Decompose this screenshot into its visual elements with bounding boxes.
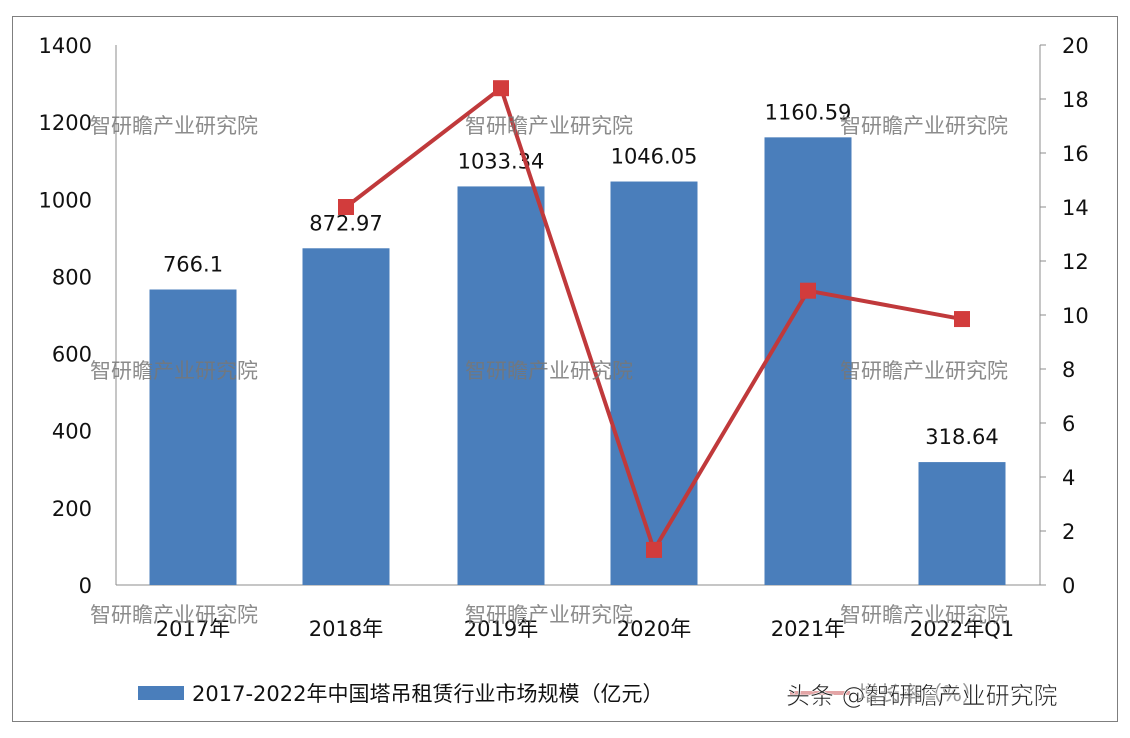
bar-value-label: 1160.59 — [765, 100, 852, 124]
x-axis-category-label: 2021年 — [771, 617, 845, 641]
right-axis-tick: 8 — [1062, 358, 1075, 382]
left-axis-tick: 0 — [79, 574, 92, 598]
footer-watermark-bg — [780, 676, 1115, 712]
bar — [457, 186, 545, 585]
right-axis-tick: 0 — [1062, 574, 1075, 598]
left-axis-tick: 400 — [52, 420, 92, 444]
left-axis-tick: 800 — [52, 265, 92, 289]
left-axis-tick: 1000 — [39, 188, 92, 212]
right-axis-tick: 18 — [1062, 88, 1089, 112]
footer-watermark: 头条 @智研瞻产业研究院 — [786, 682, 1058, 710]
bar — [764, 137, 852, 585]
left-axis-tick: 200 — [52, 497, 92, 521]
right-axis-tick: 10 — [1062, 304, 1089, 328]
watermark-text: 智研瞻产业研究院 — [840, 603, 1008, 627]
x-axis-category-label: 2020年 — [617, 617, 691, 641]
bar-value-label: 1033.34 — [458, 149, 545, 173]
watermark-text: 智研瞻产业研究院 — [465, 359, 633, 383]
x-axis-category-label: 2018年 — [309, 617, 383, 641]
right-axis-tick: 12 — [1062, 250, 1089, 274]
bar-value-label: 872.97 — [309, 211, 382, 235]
chart-frame — [12, 16, 1118, 722]
bar — [302, 248, 390, 585]
right-axis-tick: 16 — [1062, 142, 1089, 166]
left-axis-tick: 600 — [52, 343, 92, 367]
bar — [610, 181, 698, 586]
right-axis-tick: 4 — [1062, 466, 1075, 490]
line-marker — [646, 541, 662, 558]
bar-value-label: 1046.05 — [611, 145, 698, 169]
watermark-text: 智研瞻产业研究院 — [90, 359, 258, 383]
bar-value-label: 766.1 — [163, 253, 223, 277]
line-marker — [493, 80, 509, 97]
left-axis-tick: 1400 — [39, 34, 92, 58]
line-marker — [954, 311, 970, 328]
x-axis-category-label: 2022年Q1 — [910, 617, 1014, 641]
right-axis-tick: 14 — [1062, 196, 1089, 220]
right-axis-tick: 6 — [1062, 412, 1075, 436]
legend-bar-label: 2017-2022年中国塔吊租赁行业市场规模（亿元） — [192, 682, 663, 706]
watermark-text: 智研瞻产业研究院 — [840, 114, 1008, 138]
left-axis-tick: 1200 — [39, 111, 92, 135]
line-marker — [800, 282, 816, 299]
legend-bar-swatch — [138, 686, 184, 700]
right-axis-tick: 20 — [1062, 34, 1089, 58]
bar — [918, 462, 1006, 585]
bar — [149, 289, 237, 585]
x-axis-category-label: 2017年 — [156, 617, 230, 641]
line-marker — [338, 199, 354, 215]
watermark-text: 智研瞻产业研究院 — [465, 114, 633, 138]
bar-value-label: 318.64 — [925, 425, 998, 449]
x-axis-category-label: 2019年 — [464, 617, 538, 641]
watermark-text: 智研瞻产业研究院 — [90, 603, 258, 627]
right-axis-tick: 2 — [1062, 520, 1075, 544]
watermark-text: 智研瞻产业研究院 — [465, 603, 633, 627]
watermark-text: 智研瞻产业研究院 — [90, 114, 258, 138]
watermark-text: 智研瞻产业研究院 — [840, 359, 1008, 383]
